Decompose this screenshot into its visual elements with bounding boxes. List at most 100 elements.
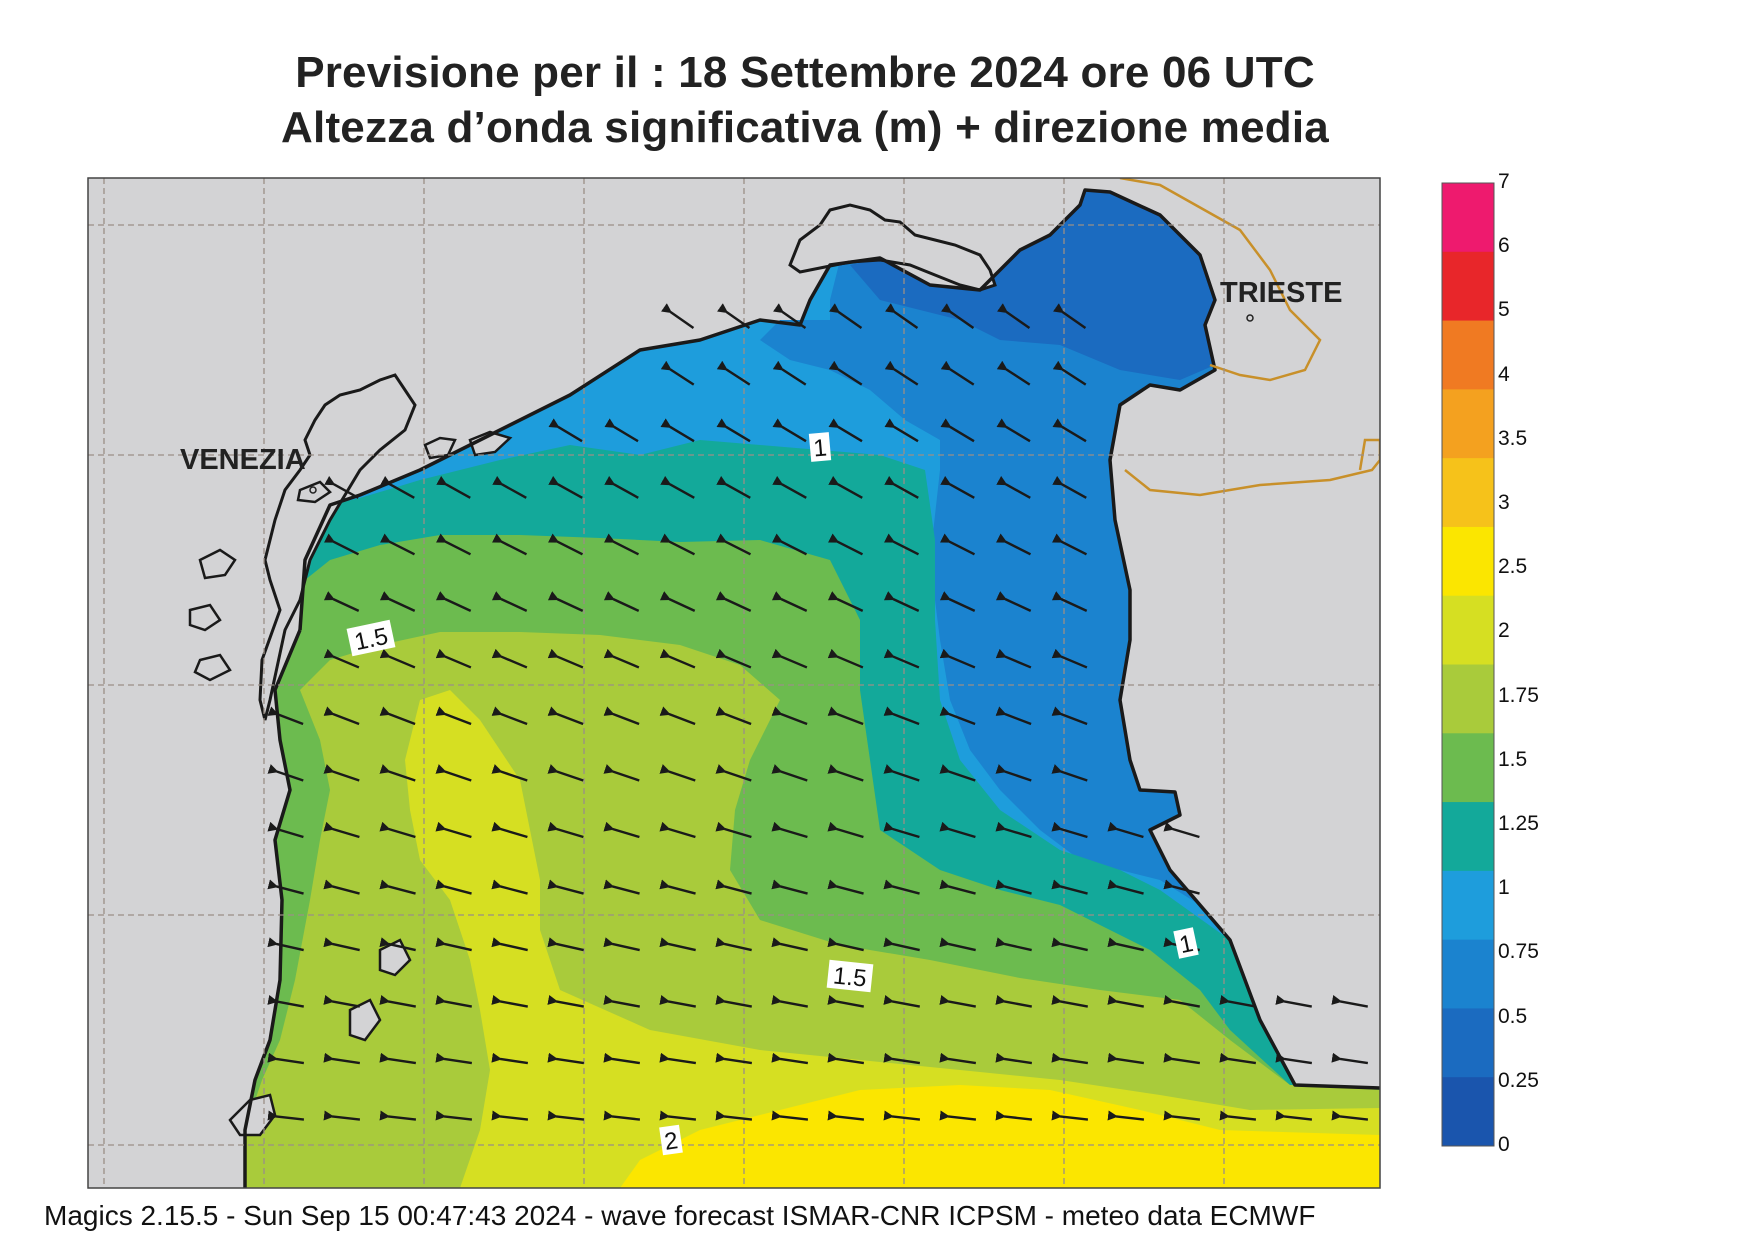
direction-arrow xyxy=(941,303,975,330)
direction-arrow xyxy=(771,591,808,612)
graticule xyxy=(88,178,1380,1188)
direction-arrow xyxy=(940,475,975,499)
direction-arrow xyxy=(323,1110,361,1121)
direction-arrow xyxy=(659,648,696,669)
direction-arrow xyxy=(1163,821,1200,839)
direction-arrow xyxy=(547,591,584,612)
direction-arrow xyxy=(491,1052,529,1065)
direction-arrow xyxy=(996,475,1031,499)
direction-arrow xyxy=(715,821,752,839)
direction-arrow xyxy=(995,1052,1033,1065)
direction-arrow xyxy=(267,879,304,895)
direction-arrow xyxy=(995,764,1032,782)
direction-arrow xyxy=(939,1110,977,1121)
direction-arrow xyxy=(939,648,976,669)
national-border xyxy=(1119,178,1380,497)
direction-arrow xyxy=(883,591,920,612)
legend-tick-label: 0 xyxy=(1498,1133,1510,1156)
direction-arrow xyxy=(1163,879,1200,895)
legend-swatch xyxy=(1442,183,1494,253)
direction-arrow xyxy=(659,879,696,895)
direction-arrow xyxy=(603,764,640,782)
legend-colorbar xyxy=(1441,182,1495,1147)
city-label-trieste: TRIESTE xyxy=(1220,277,1342,309)
direction-arrow xyxy=(547,1052,585,1065)
direction-arrow xyxy=(1107,937,1144,952)
direction-arrow xyxy=(267,821,304,839)
map-frame xyxy=(87,177,1381,1189)
direction-arrow xyxy=(995,591,1032,612)
direction-arrow xyxy=(435,764,472,782)
direction-arrow xyxy=(491,879,528,895)
forecast-title: Previsione per il : 18 Settembre 2024 or… xyxy=(295,48,1315,97)
direction-arrow xyxy=(603,1110,641,1121)
contour-label-1-east: 1 xyxy=(1173,927,1199,959)
direction-arrow xyxy=(435,591,472,612)
direction-arrow xyxy=(659,764,696,782)
direction-arrow xyxy=(884,475,919,499)
sea-zone-2 xyxy=(620,1085,1380,1188)
direction-arrow xyxy=(939,821,976,839)
direction-arrow xyxy=(939,937,976,952)
legend-tick-label: 2 xyxy=(1498,619,1510,643)
direction-arrow xyxy=(547,764,584,782)
direction-arrow xyxy=(379,1110,417,1121)
direction-arrow xyxy=(995,821,1032,839)
direction-arrow xyxy=(883,1052,921,1065)
legend-tick-label: 6 xyxy=(1498,234,1510,258)
direction-arrow xyxy=(491,821,528,839)
direction-arrow xyxy=(547,648,584,669)
legend-tick-label: 3.5 xyxy=(1498,426,1528,450)
direction-arrow xyxy=(1051,994,1088,1008)
direction-arrow xyxy=(883,937,920,952)
legend-frame xyxy=(1441,182,1495,1147)
direction-arrow xyxy=(1051,821,1088,839)
direction-arrow xyxy=(827,1110,865,1121)
direction-arrow xyxy=(1219,994,1256,1008)
coastline xyxy=(243,188,1380,1188)
direction-arrow xyxy=(267,764,304,782)
legend-swatch xyxy=(1442,251,1494,322)
direction-arrow xyxy=(716,418,751,443)
contour-label-1-north: 1 xyxy=(808,432,832,463)
direction-arrow xyxy=(1163,1052,1201,1065)
direction-arrow xyxy=(379,591,416,612)
direction-arrow xyxy=(435,879,472,895)
direction-arrow xyxy=(996,418,1031,443)
direction-arrow xyxy=(659,591,696,612)
direction-arrow xyxy=(492,533,528,556)
direction-arrow xyxy=(1107,994,1144,1008)
direction-arrow xyxy=(324,475,359,499)
direction-arrow xyxy=(884,418,919,443)
direction-arrow xyxy=(1051,764,1088,782)
sea-zone-0.5 xyxy=(760,190,1215,905)
city-marker-venezia xyxy=(309,486,317,494)
direction-arrow xyxy=(1107,1110,1145,1121)
direction-arrow xyxy=(884,533,920,556)
direction-arrow xyxy=(772,533,808,556)
contour-label-1.5-south: 1.5 xyxy=(826,959,874,993)
direction-arrow xyxy=(715,994,752,1008)
direction-arrow xyxy=(380,475,415,499)
direction-arrow xyxy=(827,879,864,895)
direction-arrow xyxy=(547,821,584,839)
direction-arrow xyxy=(771,994,808,1008)
direction-arrow xyxy=(1219,1052,1257,1065)
direction-arrow xyxy=(715,1052,753,1065)
legend-tick-label: 7 xyxy=(1498,170,1510,193)
direction-arrow xyxy=(323,764,360,782)
direction-arrow xyxy=(883,994,920,1008)
direction-arrow xyxy=(939,879,976,895)
direction-arrow xyxy=(547,879,584,895)
direction-arrow xyxy=(995,879,1032,895)
direction-arrow xyxy=(1331,1052,1369,1065)
svg-text:1.5: 1.5 xyxy=(832,962,868,992)
direction-arrow xyxy=(659,937,696,952)
direction-arrow xyxy=(661,303,695,330)
venice-land xyxy=(258,373,417,721)
direction-arrow xyxy=(379,706,416,726)
direction-arrow xyxy=(1275,994,1312,1008)
direction-arrow xyxy=(883,1110,921,1121)
direction-arrow xyxy=(883,764,920,782)
direction-arrow xyxy=(885,303,919,330)
